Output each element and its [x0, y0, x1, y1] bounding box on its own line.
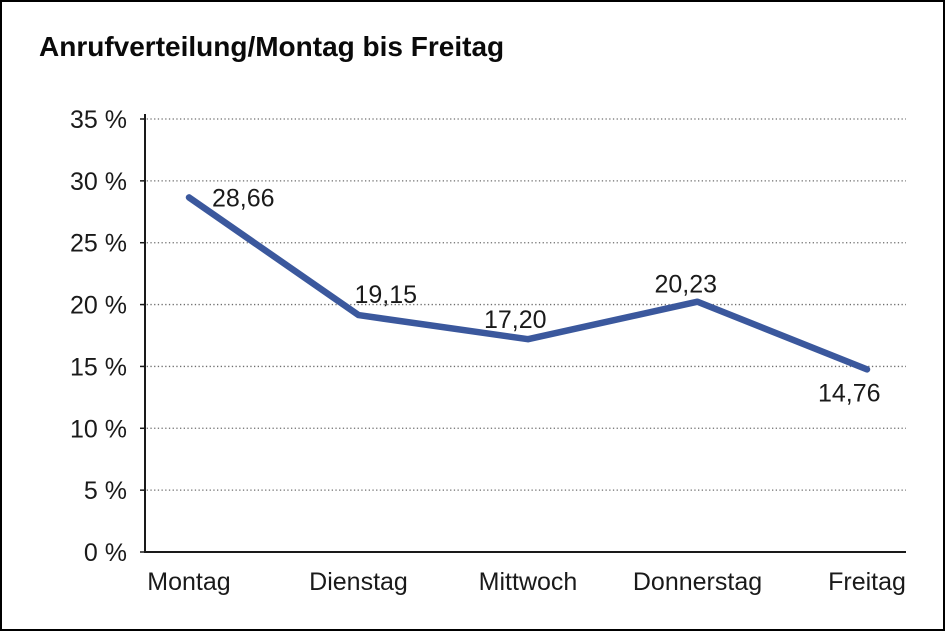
y-tick-label: 5 %: [84, 477, 127, 505]
y-tick-label: 10 %: [70, 415, 127, 443]
y-tick-label: 0 %: [84, 539, 127, 567]
data-line: [185, 194, 871, 373]
data-point-label: 17,20: [484, 306, 547, 334]
x-category-label: Mittwoch: [479, 568, 578, 596]
y-tick-label: 30 %: [70, 168, 127, 196]
y-tick-label: 15 %: [70, 353, 127, 381]
data-point-label: 28,66: [212, 184, 275, 212]
y-tick-label: 25 %: [70, 230, 127, 258]
x-category-label: Donnerstag: [633, 568, 762, 596]
data-point-label: 14,76: [818, 379, 881, 407]
data-point-label: 20,23: [655, 271, 718, 299]
y-tick-label: 20 %: [70, 292, 127, 320]
x-category-label: Dienstag: [309, 568, 408, 596]
data-point-label: 19,15: [355, 281, 418, 309]
y-tick-label: 35 %: [70, 106, 127, 134]
x-category-label: Montag: [147, 568, 230, 596]
x-category-label: Freitag: [828, 568, 906, 596]
chart-title: Anrufverteilung/Montag bis Freitag: [39, 31, 505, 62]
